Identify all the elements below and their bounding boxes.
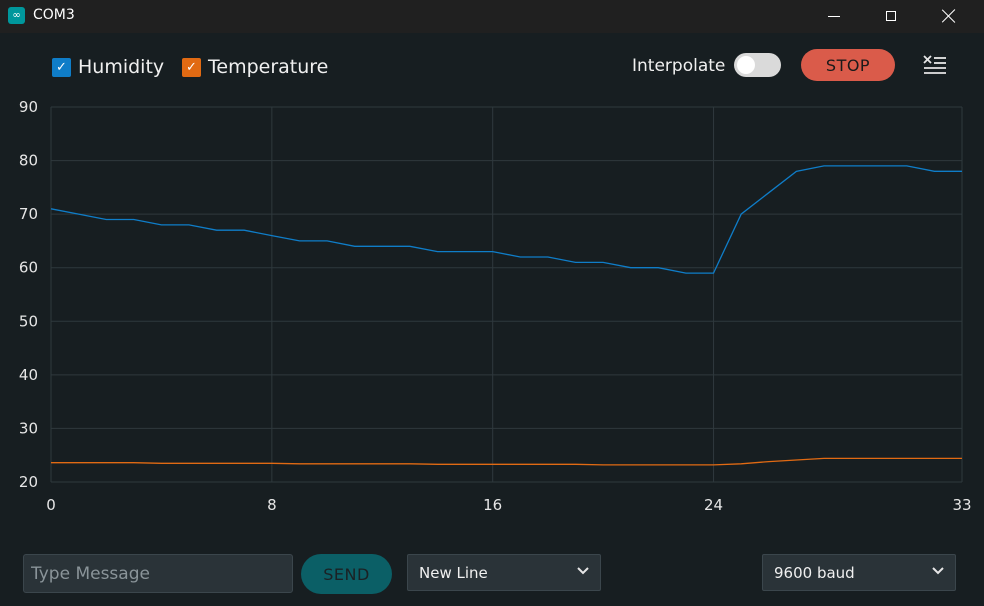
maximize-icon <box>886 11 896 21</box>
humidity-series-line <box>50 165 962 274</box>
x-tick-label: 8 <box>267 496 277 514</box>
x-tick-label: 0 <box>46 496 56 514</box>
switch-knob <box>737 56 755 74</box>
y-tick-label: 30 <box>19 419 38 437</box>
y-tick-label: 50 <box>19 312 38 330</box>
y-tick-label: 90 <box>19 98 38 116</box>
chevron-down-icon <box>932 567 944 575</box>
minimize-icon <box>828 15 840 17</box>
close-button[interactable] <box>926 0 972 32</box>
x-tick-label: 24 <box>704 496 723 514</box>
y-tick-label: 80 <box>19 152 38 170</box>
send-button[interactable]: SEND <box>301 554 392 594</box>
humidity-toggle[interactable]: ✓ Humidity <box>52 56 164 78</box>
chart-series <box>50 165 962 466</box>
y-tick-label: 70 <box>19 205 38 223</box>
close-icon <box>942 9 956 23</box>
temperature-series-line <box>51 457 962 466</box>
temperature-toggle[interactable]: ✓ Temperature <box>182 56 328 78</box>
stop-button[interactable]: STOP <box>801 49 895 81</box>
line-ending-select[interactable]: New Line <box>407 554 601 591</box>
humidity-checkbox[interactable]: ✓ <box>52 57 71 77</box>
minimize-button[interactable] <box>811 0 857 32</box>
temperature-checkbox[interactable]: ✓ <box>182 57 201 77</box>
interpolate-label: Interpolate <box>632 56 726 76</box>
arduino-infinity-icon: ∞ <box>8 7 25 24</box>
y-axis-ticks: 90 80 70 60 50 40 30 20 <box>19 98 38 491</box>
line-ending-value: New Line <box>419 563 488 582</box>
temperature-label: Temperature <box>208 56 329 78</box>
title-bar: ∞ COM3 <box>0 0 984 33</box>
x-axis-ticks: 0 8 16 24 33 <box>46 496 971 514</box>
humidity-label: Humidity <box>78 56 165 78</box>
maximize-button[interactable] <box>868 0 914 32</box>
y-tick-label: 40 <box>19 366 38 384</box>
interpolate-switch[interactable] <box>734 53 781 77</box>
x-tick-label: 33 <box>952 496 971 514</box>
chart-grid <box>50 106 963 483</box>
baud-rate-select[interactable]: 9600 baud <box>762 554 956 591</box>
window-title: COM3 <box>33 7 75 23</box>
clear-list-icon[interactable] <box>922 54 948 76</box>
plot-chart: 90 80 70 60 50 40 30 20 0 8 16 24 33 <box>19 98 972 514</box>
x-tick-label: 16 <box>483 496 502 514</box>
chevron-down-icon <box>577 567 589 575</box>
message-input[interactable] <box>23 554 293 593</box>
y-tick-label: 60 <box>19 259 38 277</box>
baud-rate-value: 9600 baud <box>774 563 855 582</box>
y-tick-label: 20 <box>19 473 38 491</box>
